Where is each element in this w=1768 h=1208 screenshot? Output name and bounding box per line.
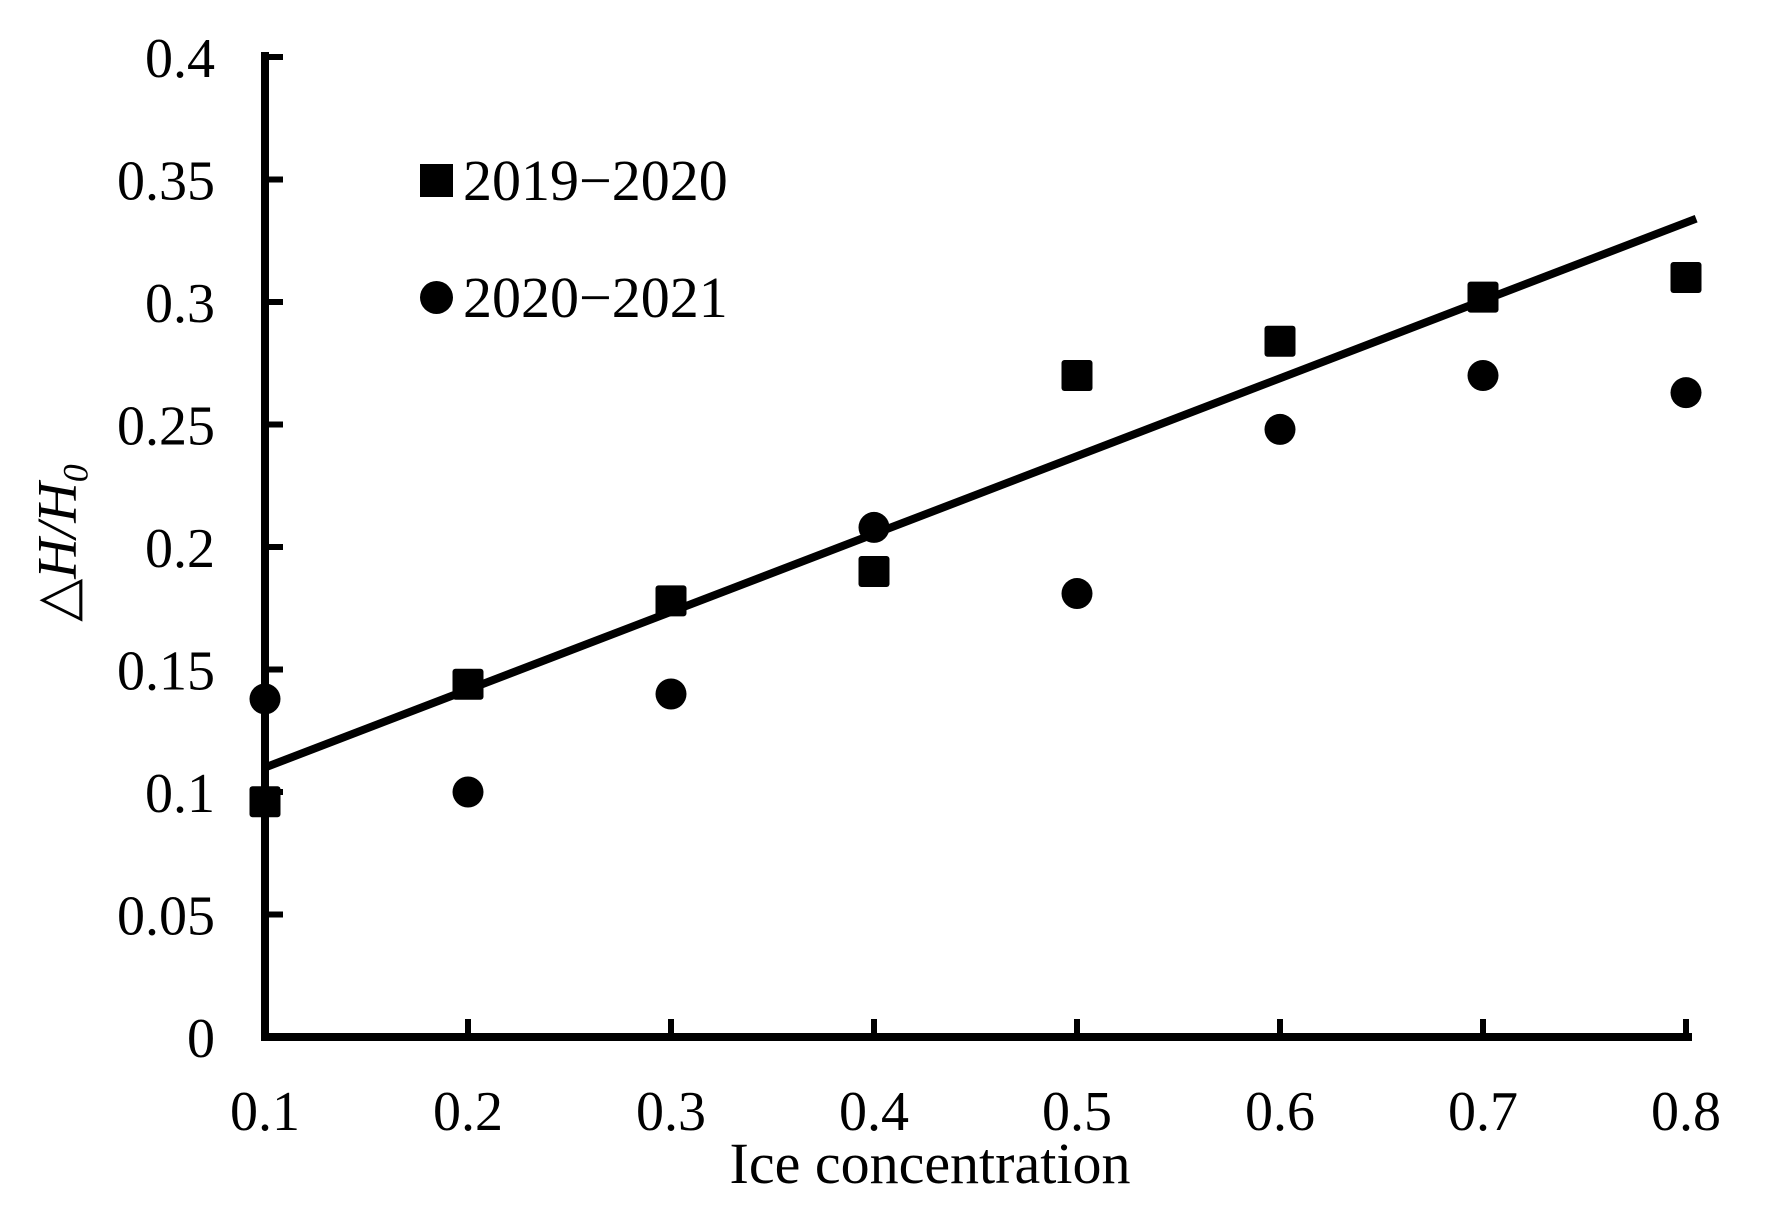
- x-tick-label: 0.1: [230, 1081, 300, 1143]
- x-tick-label: 0.8: [1651, 1081, 1721, 1143]
- data-point-square: [655, 585, 687, 617]
- data-point-square: [1061, 360, 1093, 391]
- data-point-circle: [1264, 413, 1296, 445]
- x-axis-title: Ice concentration: [729, 1131, 1131, 1196]
- y-tick-label: 0: [187, 1008, 215, 1070]
- data-point-circle: [858, 511, 890, 543]
- y-axis-title: △H/H0: [25, 464, 96, 622]
- x-tick-label: 0.3: [636, 1081, 706, 1143]
- legend-item-2020-2021: 2020−2021: [420, 264, 728, 330]
- data-point-square: [1670, 262, 1702, 293]
- data-point-square: [249, 786, 281, 818]
- y-tick-label: 0.1: [145, 763, 215, 825]
- y-tick-label: 0.3: [145, 273, 215, 335]
- x-tick-label: 0.7: [1448, 1081, 1518, 1143]
- legend-item-2019-2020: 2019−2020: [420, 147, 728, 213]
- y-axis-title-subscript: 0: [55, 464, 96, 483]
- data-point-circle: [249, 683, 281, 715]
- trend-line: [263, 214, 1698, 772]
- legend-label-2019-2020: 2019−2020: [463, 147, 728, 213]
- data-point-square: [858, 556, 890, 587]
- data-point-square: [1467, 281, 1499, 313]
- data-point-square: [452, 668, 484, 700]
- y-axis-title-delta: △: [26, 578, 89, 622]
- y-tick-label: 0.35: [117, 151, 215, 213]
- y-tick-label: 0.15: [117, 641, 215, 703]
- legend-label-2020-2021: 2020−2021: [463, 264, 728, 330]
- y-tick-label: 0.25: [117, 396, 215, 458]
- y-tick-label: 0.05: [117, 886, 215, 948]
- data-point-square: [1264, 325, 1296, 357]
- y-tick-label: 0.4: [145, 28, 215, 90]
- legend-square-marker-icon: [420, 163, 453, 197]
- x-tick-label: 0.5: [1042, 1081, 1112, 1143]
- y-tick-label: 0.2: [145, 518, 215, 580]
- x-tick-label: 0.4: [839, 1081, 909, 1143]
- x-tick-label: 0.6: [1245, 1081, 1315, 1143]
- x-tick-label: 0.2: [433, 1081, 503, 1143]
- data-point-circle: [1467, 360, 1499, 391]
- data-point-circle: [655, 678, 687, 710]
- data-point-circle: [1061, 578, 1093, 610]
- data-point-circle: [1670, 377, 1702, 409]
- legend-circle-marker-icon: [420, 280, 453, 314]
- y-axis-title-main: H/H: [26, 482, 89, 579]
- legend: 2019−2020 2020−2021: [420, 147, 728, 330]
- data-point-circle: [452, 776, 484, 808]
